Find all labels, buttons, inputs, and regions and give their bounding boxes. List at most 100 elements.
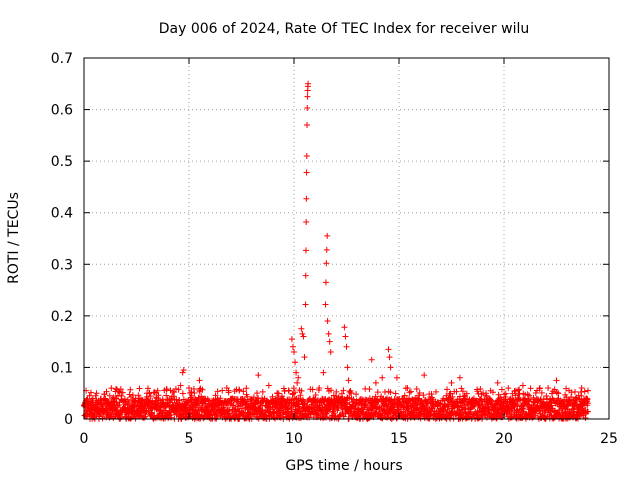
data-point [240,388,247,395]
data-point [136,385,143,392]
data-point [581,388,588,395]
data-point [298,325,305,332]
data-point [289,343,296,350]
data-point [520,409,527,416]
data-point [235,408,242,415]
data-point [168,396,175,403]
data-point [299,330,306,337]
data-point [530,394,537,401]
data-point [269,393,276,400]
data-point [464,400,471,407]
data-point [291,389,298,396]
data-point [441,402,448,409]
data-point [274,390,281,397]
data-point [387,364,394,371]
data-point [323,246,330,253]
data-point [584,400,591,407]
data-point [366,386,373,393]
data-point [243,385,250,392]
data-point [294,379,301,386]
data-point [444,386,451,393]
data-point [325,330,332,337]
data-point [303,152,310,159]
data-point [486,410,493,417]
data-point [453,388,460,395]
data-point [345,377,352,384]
y-tick-label: 0.5 [51,154,73,170]
data-point [386,354,393,361]
data-point [154,387,161,394]
data-point [498,386,505,393]
data-point [144,390,150,397]
data-point [342,333,349,340]
data-point [353,391,360,398]
data-point [385,346,392,353]
y-axis-label: ROTI / TECUs [6,192,22,284]
data-point [344,364,351,371]
x-tick-label: 25 [600,431,618,447]
data-point [505,385,512,392]
data-point [297,392,304,399]
data-point [324,385,331,392]
data-point [305,80,312,87]
data-point [114,392,121,399]
data-point [135,392,142,399]
data-point [103,388,110,395]
data-point [432,388,439,395]
x-tick-label: 10 [285,431,303,447]
data-point [572,388,579,395]
data-point [180,367,187,374]
data-point [374,389,381,396]
y-tick-label: 0.2 [51,309,73,325]
plot-frame [83,57,610,420]
data-point [340,387,347,394]
data-point [255,372,262,379]
data-point [188,392,195,399]
data-point [543,392,550,399]
data-point [304,122,311,129]
data-point [585,387,591,394]
x-tick-label: 15 [390,431,408,447]
data-point [404,406,411,413]
data-point [163,392,170,399]
data-point [171,389,178,396]
data-point [338,390,345,397]
data-point [459,388,466,395]
data-point [538,389,545,396]
data-point [147,393,154,400]
data-point [217,395,224,402]
data-points [81,80,591,422]
data-point [277,414,284,421]
data-point [421,372,428,379]
data-point [200,415,207,422]
data-point [477,385,484,392]
data-point [223,385,230,392]
data-point [566,387,573,394]
data-point [489,389,496,396]
data-point [303,195,310,202]
data-point [483,414,490,421]
data-point [341,324,348,331]
data-point [387,389,394,396]
data-point [316,385,323,392]
data-point [163,386,170,393]
data-point [343,343,350,350]
y-tick-label: 0.6 [51,103,73,119]
data-point [407,388,414,395]
data-point [250,394,257,401]
data-point [236,387,243,394]
data-point [179,369,186,376]
data-point [186,385,192,392]
data-point [224,398,231,405]
data-point [522,391,529,398]
data-point [290,385,297,392]
chart-title: Day 006 of 2024, Rate Of TEC Index for r… [159,21,529,37]
data-point [127,386,134,393]
data-point [372,379,379,386]
data-point [463,390,470,397]
data-point [302,301,309,308]
data-point [259,388,266,395]
data-point [494,379,501,386]
data-point [295,374,302,381]
data-point [106,392,113,399]
